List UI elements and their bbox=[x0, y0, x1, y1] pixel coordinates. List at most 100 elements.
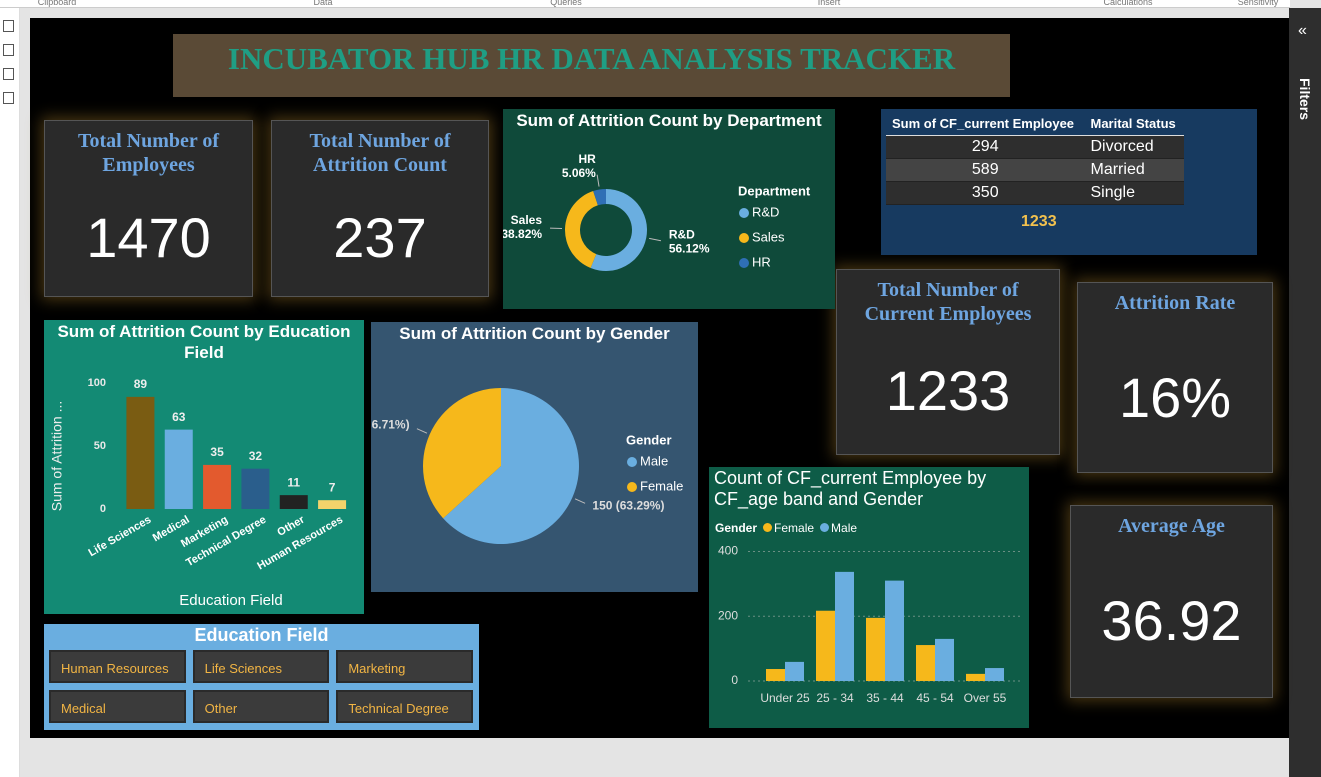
kpi-card: Total Number of Employees 1470 bbox=[44, 120, 253, 297]
chart-title: Sum of Attrition Count by Department bbox=[516, 111, 822, 130]
donut-panel: Sum of Attrition Count by Department R&D… bbox=[503, 109, 835, 309]
column-header[interactable]: Marital Status bbox=[1084, 112, 1184, 136]
bar bbox=[916, 645, 935, 681]
legend-title: Department bbox=[738, 183, 811, 198]
chart-title: Sum of Attrition Count by Education Fiel… bbox=[57, 322, 351, 362]
leader-line bbox=[574, 498, 586, 504]
card-value: 16% bbox=[1118, 366, 1232, 429]
bar bbox=[835, 571, 854, 681]
slice bbox=[593, 189, 606, 206]
kpi-card: Total Number of Current Employees 1233 bbox=[836, 269, 1060, 455]
legend-title: Gender bbox=[715, 521, 758, 535]
bar bbox=[241, 468, 270, 509]
bar bbox=[164, 429, 193, 509]
y-tick-label: 0 bbox=[100, 503, 106, 515]
slicer-item[interactable]: Marketing bbox=[336, 650, 473, 683]
x-axis-label: Education Field bbox=[179, 592, 282, 609]
table-view-icon[interactable] bbox=[3, 44, 14, 56]
data-label: 38.82% bbox=[503, 227, 542, 241]
ribbon-group[interactable]: Clipboard bbox=[37, 0, 77, 7]
legend-marker bbox=[763, 523, 773, 532]
x-tick-label: 35 - 44 bbox=[866, 691, 904, 705]
data-label: 56.12% bbox=[669, 241, 710, 255]
column-header[interactable]: Sum of CF_current Employee bbox=[886, 112, 1085, 136]
column-panel: Count of CF_current Employee by CF_age b… bbox=[709, 467, 1029, 728]
model-view-icon[interactable] bbox=[3, 68, 14, 80]
kpi-card: Total Number of Attrition Count 237 bbox=[271, 120, 489, 297]
y-tick-label: 50 bbox=[94, 440, 106, 452]
bar bbox=[785, 661, 804, 681]
y-tick-label: 400 bbox=[718, 544, 738, 558]
bar bbox=[203, 464, 232, 509]
slicer-item[interactable]: Other bbox=[192, 690, 330, 723]
card-value: 237 bbox=[333, 206, 427, 269]
leader-line bbox=[416, 428, 428, 434]
view-bar bbox=[0, 8, 20, 777]
ribbon-group[interactable]: Calculations bbox=[1103, 0, 1153, 7]
legend-label: Female bbox=[640, 478, 683, 493]
legend-label: R&D bbox=[752, 204, 779, 219]
bar bbox=[279, 495, 308, 509]
dax-view-icon[interactable] bbox=[3, 92, 14, 104]
filters-label[interactable]: Filters bbox=[1297, 78, 1313, 121]
chart-title: Count of CF_current Employee by CF_age b… bbox=[714, 468, 987, 509]
ribbon-group[interactable]: Insert bbox=[817, 0, 841, 7]
card-value: 1233 bbox=[885, 359, 1011, 422]
chart: R&D56.12%Sales38.82%HR5.06%DepartmentR&D… bbox=[503, 152, 811, 271]
pie-panel: Sum of Attrition Count by Gender 150 (63… bbox=[371, 322, 698, 592]
ribbon-group[interactable]: Sensitivity bbox=[1237, 0, 1279, 7]
bar bbox=[885, 580, 904, 681]
card-title: Attrition Rate bbox=[1114, 292, 1236, 314]
card-value: 36.92 bbox=[1101, 589, 1242, 652]
legend-marker bbox=[627, 457, 637, 467]
slicer-title: Education Field bbox=[194, 625, 329, 645]
bar bbox=[985, 668, 1004, 681]
legend-marker bbox=[820, 523, 830, 532]
ribbon-group[interactable]: Data bbox=[313, 0, 333, 7]
card-title: Total Number of Current Employees bbox=[864, 279, 1032, 325]
kpi-card: Attrition Rate 16% bbox=[1077, 282, 1273, 473]
collapse-icon[interactable]: « bbox=[1298, 22, 1307, 39]
filters-pane[interactable]: « Filters bbox=[1289, 8, 1321, 777]
y-axis-label: Sum of Attrition ... bbox=[49, 401, 65, 512]
data-label: 89 bbox=[134, 377, 148, 391]
data-label: 63 bbox=[172, 410, 186, 424]
bar bbox=[318, 500, 347, 509]
data-label: 32 bbox=[249, 449, 263, 463]
card-value: 1470 bbox=[86, 206, 211, 269]
table-total: 1233 bbox=[1021, 213, 1057, 230]
slicer-item[interactable]: Medical bbox=[49, 690, 186, 723]
bar bbox=[935, 638, 954, 681]
cell: 350 bbox=[886, 181, 1085, 205]
slice bbox=[443, 388, 579, 544]
slice bbox=[423, 388, 501, 519]
bar bbox=[126, 396, 155, 509]
bar-panel: Sum of Attrition Count by Education Fiel… bbox=[44, 320, 364, 614]
chart: 150 (63.29%) 87 (36.71%) Gender Male Female bbox=[371, 388, 683, 544]
x-tick-label: Under 25 bbox=[760, 691, 810, 705]
legend-item: Female bbox=[763, 521, 814, 535]
slicer-item[interactable]: Human Resources bbox=[49, 650, 186, 683]
cell: Married bbox=[1084, 158, 1184, 182]
slicer-item[interactable]: Technical Degree bbox=[336, 690, 473, 723]
bar bbox=[866, 617, 885, 681]
legend-label: HR bbox=[752, 254, 771, 269]
slice-category: HR bbox=[579, 152, 597, 166]
card-title: Total Number of Attrition Count bbox=[309, 130, 451, 176]
legend: Gender Female Male bbox=[715, 521, 857, 535]
chart-title: Sum of Attrition Count by Gender bbox=[399, 324, 670, 343]
y-tick-label: 200 bbox=[718, 608, 738, 622]
data-label: 7 bbox=[329, 480, 336, 494]
report-view-icon[interactable] bbox=[3, 20, 14, 32]
slice bbox=[565, 191, 598, 269]
x-tick-label: Life Sciences bbox=[86, 514, 153, 560]
kpi-card: Average Age 36.92 bbox=[1070, 505, 1273, 698]
legend-marker bbox=[739, 233, 749, 243]
slicer-item[interactable]: Life Sciences bbox=[192, 650, 330, 683]
ribbon-group[interactable]: Queries bbox=[550, 0, 582, 7]
legend-label: Male bbox=[640, 453, 668, 468]
legend-label: Sales bbox=[752, 229, 785, 244]
data-label: 11 bbox=[287, 475, 300, 489]
bar bbox=[816, 610, 835, 681]
